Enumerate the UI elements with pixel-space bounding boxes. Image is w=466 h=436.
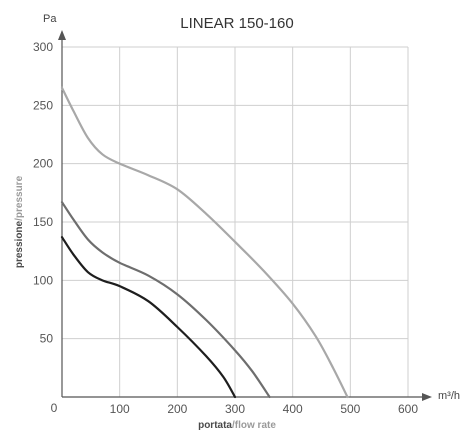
- y-axis-title-secondary: /pressure: [14, 175, 25, 220]
- axes: [58, 30, 432, 401]
- y-tick-label: 300: [33, 40, 53, 54]
- x-axis-unit: m³/h: [438, 390, 460, 402]
- x-axis-title: portata/flow rate: [198, 420, 276, 431]
- y-tick-label: 250: [33, 98, 53, 112]
- tick-labels: 100 200 300 400 500 600 50 100 150 200 250 300: [33, 40, 418, 416]
- x-axis-arrow: [422, 393, 432, 401]
- x-tick-label: 300: [225, 402, 245, 416]
- y-axis-title: pressione/pressure: [14, 175, 25, 268]
- origin-label: 0: [51, 401, 58, 415]
- series-layer: [60, 86, 349, 399]
- x-tick-label: 200: [167, 402, 187, 416]
- chart-title: LINEAR 150-160: [180, 15, 293, 32]
- y-axis-arrow: [58, 30, 66, 40]
- series-line-2: [60, 201, 271, 399]
- x-tick-label: 600: [398, 402, 418, 416]
- y-tick-label: 100: [33, 273, 53, 287]
- y-tick-label: 150: [33, 215, 53, 229]
- x-tick-label: 400: [283, 402, 303, 416]
- y-tick-label: 200: [33, 157, 53, 171]
- x-tick-label: 100: [110, 402, 130, 416]
- series-line-1: [60, 86, 349, 399]
- y-axis-title-primary: pressione: [14, 220, 25, 268]
- grid-lines: [62, 46, 409, 397]
- x-axis-title-primary: portata: [198, 420, 232, 431]
- y-tick-label: 50: [40, 332, 54, 346]
- y-axis-unit: Pa: [43, 13, 57, 25]
- x-axis-title-secondary: /flow rate: [232, 420, 276, 431]
- series-line-3: [60, 236, 237, 399]
- x-tick-label: 500: [340, 402, 360, 416]
